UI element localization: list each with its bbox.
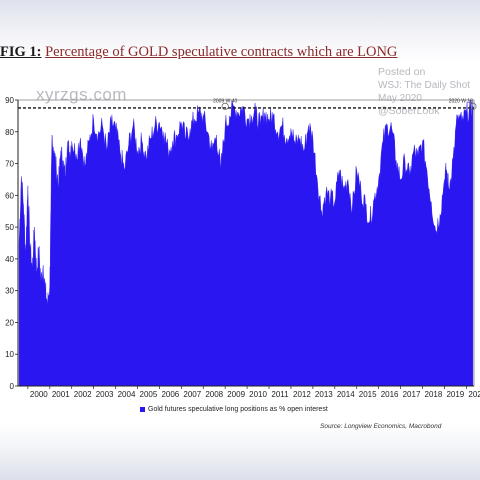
y-tick-label-10: 10 (5, 350, 14, 359)
y-tick-label-90: 90 (5, 96, 14, 105)
figure-title-text: Percentage of GOLD speculative contracts… (45, 44, 398, 60)
x-tick-label-2002: 2002 (74, 390, 92, 399)
series-gold-long-area (18, 99, 474, 387)
x-tick-label-2016: 2016 (381, 390, 399, 399)
x-tick-label-2004: 2004 (118, 390, 136, 399)
y-tick-label-50: 50 (5, 223, 14, 232)
figure-label: FIG 1: (0, 44, 42, 60)
watermark: xyrzgs.com (36, 85, 127, 104)
x-tick-label-2003: 2003 (96, 390, 114, 399)
x-tick-label-2011: 2011 (271, 390, 289, 399)
y-tick-label-70: 70 (5, 160, 14, 169)
x-tick-label-2012: 2012 (293, 390, 311, 399)
annotation-label-0: 2009 W 40 (213, 98, 237, 104)
x-tick-label-2006: 2006 (161, 390, 179, 399)
x-tick-label-2001: 2001 (52, 390, 70, 399)
x-tick-label-2018: 2018 (425, 390, 443, 399)
y-tick-label-40: 40 (5, 255, 14, 264)
y-tick-label-60: 60 (5, 191, 14, 200)
source-note: Source: Longview Economics, Macrobond (320, 423, 442, 430)
chart-legend: Gold futures speculative long positions … (140, 406, 328, 413)
annotation-marker-0 (221, 102, 229, 110)
annotation-label-1: 2020 W 18 (449, 98, 473, 104)
legend-swatch (140, 406, 145, 412)
x-tick-label-2000: 2000 (30, 390, 48, 399)
x-tick-label-2009: 2009 (227, 390, 245, 399)
x-tick-label-2017: 2017 (403, 390, 421, 399)
x-tick-label-2020: 2020 (468, 390, 480, 399)
posted-line-2: WSJ: The Daily Shot (378, 80, 471, 91)
y-tick-label-30: 30 (5, 287, 14, 296)
y-tick-label-0: 0 (10, 382, 15, 391)
x-tick-label-2015: 2015 (359, 390, 377, 399)
x-tick-label-2005: 2005 (140, 390, 158, 399)
x-tick-label-2014: 2014 (337, 390, 355, 399)
y-tick-label-20: 20 (5, 318, 14, 327)
x-tick-label-2008: 2008 (205, 390, 223, 399)
figure-title: FIG 1: Percentage of GOLD speculative co… (0, 44, 478, 61)
x-tick-label-2013: 2013 (315, 390, 333, 399)
x-tick-label-2019: 2019 (446, 390, 464, 399)
legend-label: Gold futures speculative long positions … (148, 406, 328, 413)
x-tick-label-2007: 2007 (183, 390, 201, 399)
x-tick-label-2010: 2010 (249, 390, 267, 399)
annotation-marker-1 (469, 102, 477, 110)
y-tick-label-80: 80 (5, 128, 14, 137)
chart: 2009 W 40 2020 W 18 0 10 20 30 40 50 60 70 80 90 200… (5, 96, 480, 399)
posted-line-3: May 2020 (378, 93, 422, 104)
posted-line-1: Posted on (378, 66, 426, 78)
